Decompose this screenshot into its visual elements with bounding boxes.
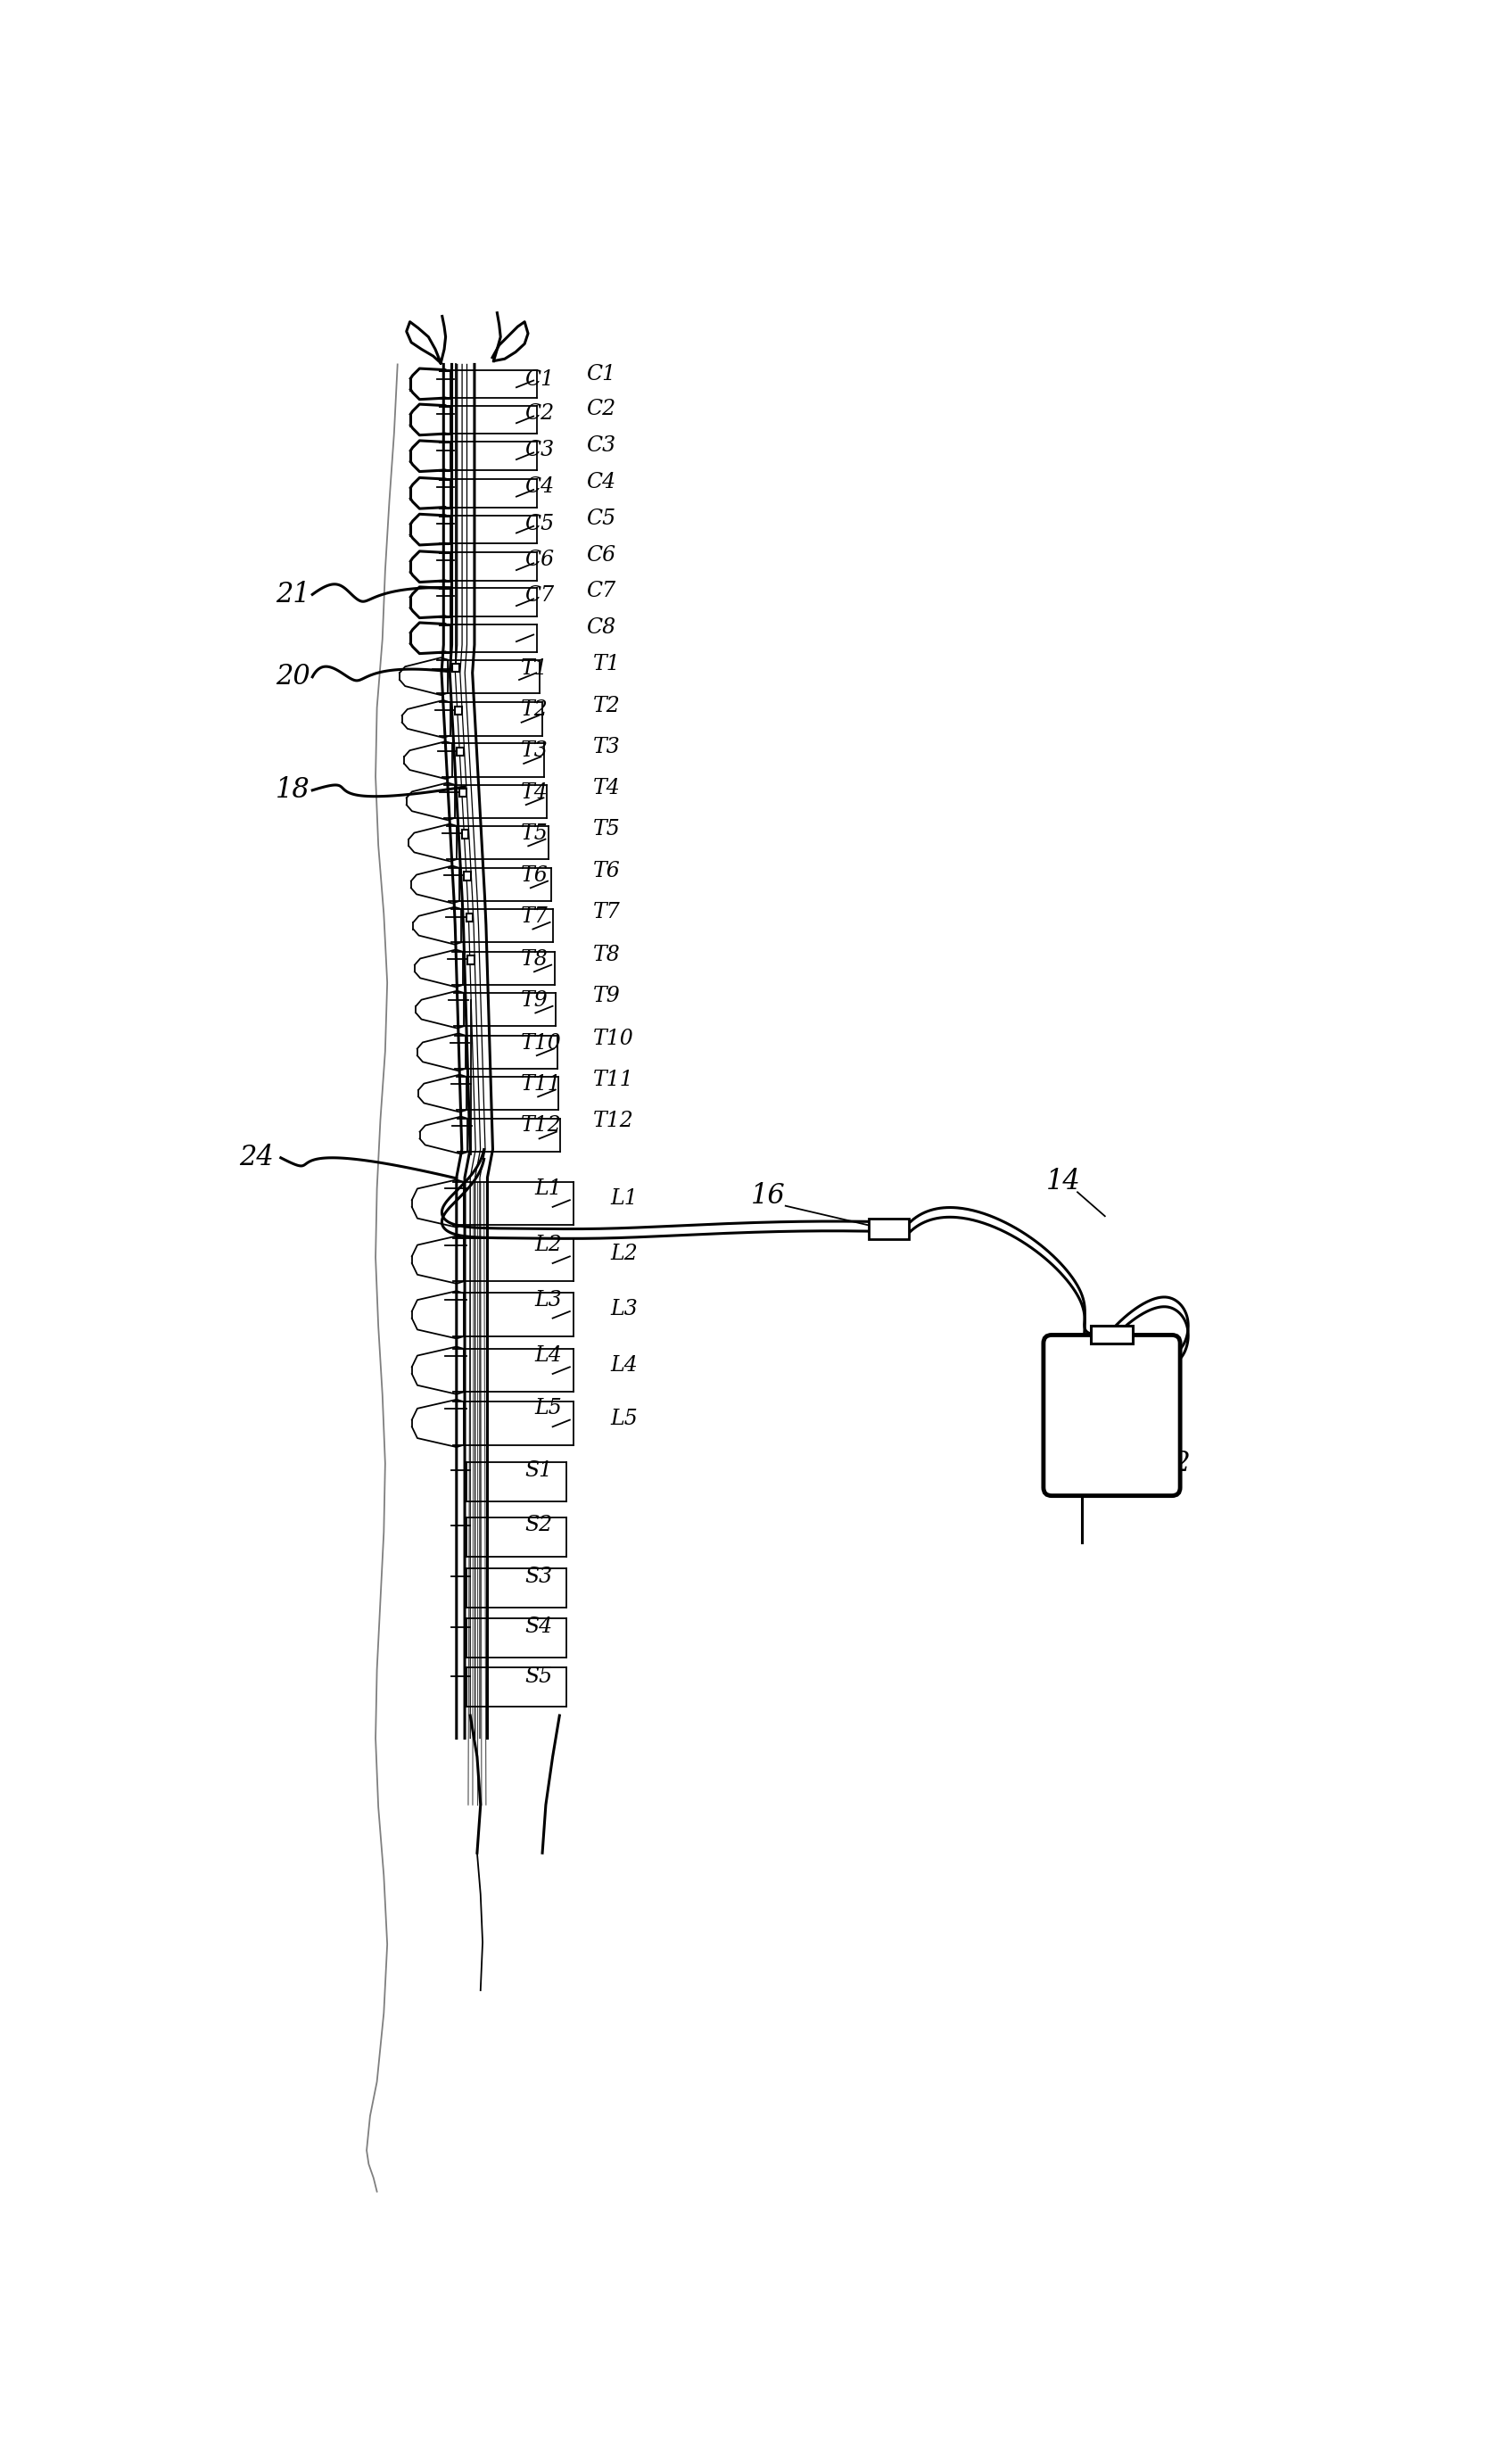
Text: T1: T1 (593, 655, 620, 675)
Text: 21: 21 (276, 582, 311, 609)
Text: S5: S5 (524, 1666, 553, 1688)
Bar (467, 956, 475, 963)
Text: T10: T10 (521, 1032, 562, 1052)
Bar (452, 663, 460, 673)
Text: T11: T11 (521, 1074, 562, 1094)
Bar (868, 1217, 909, 1239)
Text: S4: S4 (524, 1616, 553, 1636)
Text: C5: C5 (586, 508, 616, 530)
Bar (1090, 1326, 1133, 1343)
Text: T5: T5 (521, 823, 548, 843)
Text: T9: T9 (593, 986, 620, 1008)
Text: T4: T4 (521, 781, 548, 803)
Text: C7: C7 (586, 582, 616, 601)
Bar (461, 830, 469, 838)
Text: T6: T6 (521, 865, 548, 885)
Text: 14: 14 (1047, 1168, 1081, 1195)
Bar (460, 788, 466, 796)
Text: 16: 16 (751, 1183, 786, 1210)
Text: L1: L1 (535, 1178, 562, 1200)
Text: S3: S3 (524, 1567, 553, 1587)
Text: T2: T2 (593, 695, 620, 717)
Text: C1: C1 (586, 365, 616, 384)
Text: 18: 18 (276, 776, 311, 803)
Text: 12: 12 (1157, 1449, 1191, 1478)
Text: L1: L1 (610, 1188, 638, 1210)
Text: L4: L4 (535, 1345, 562, 1365)
Bar (455, 707, 461, 715)
Text: T7: T7 (593, 902, 620, 924)
Bar (466, 914, 473, 922)
Text: S1: S1 (524, 1461, 553, 1481)
Text: C2: C2 (586, 399, 616, 419)
Text: 24: 24 (239, 1143, 273, 1170)
Text: C2: C2 (524, 404, 554, 424)
Text: L3: L3 (535, 1289, 562, 1311)
Text: C3: C3 (586, 436, 616, 456)
Text: L5: L5 (535, 1397, 562, 1419)
Text: L3: L3 (610, 1299, 638, 1318)
Text: T1: T1 (521, 658, 548, 680)
Text: T12: T12 (521, 1116, 562, 1136)
Text: C5: C5 (524, 513, 554, 535)
Text: S2: S2 (524, 1515, 553, 1535)
Text: C7: C7 (524, 586, 554, 606)
Text: C3: C3 (524, 441, 554, 461)
Text: T10: T10 (593, 1027, 634, 1050)
Text: T7: T7 (521, 907, 548, 926)
Bar (457, 747, 464, 756)
Text: T8: T8 (593, 944, 620, 966)
Text: 20: 20 (276, 663, 311, 690)
Text: T5: T5 (593, 818, 620, 840)
Bar (464, 872, 470, 880)
Text: T12: T12 (593, 1111, 634, 1131)
FancyBboxPatch shape (1044, 1335, 1181, 1496)
Text: T9: T9 (521, 991, 548, 1010)
Text: T6: T6 (593, 860, 620, 882)
Text: T4: T4 (593, 779, 620, 798)
Text: C4: C4 (524, 476, 554, 498)
Text: T3: T3 (593, 737, 620, 756)
Text: T2: T2 (521, 700, 548, 719)
Text: T11: T11 (593, 1069, 634, 1092)
Text: T8: T8 (521, 949, 548, 968)
Text: T3: T3 (521, 742, 548, 761)
Text: C4: C4 (586, 473, 616, 493)
Text: L4: L4 (610, 1355, 638, 1375)
Text: C8: C8 (586, 616, 616, 638)
Text: C6: C6 (586, 545, 616, 567)
Text: L5: L5 (610, 1409, 638, 1429)
Text: C6: C6 (524, 549, 554, 569)
Text: L2: L2 (610, 1244, 638, 1264)
Text: L2: L2 (535, 1234, 562, 1254)
Text: C1: C1 (524, 370, 554, 389)
